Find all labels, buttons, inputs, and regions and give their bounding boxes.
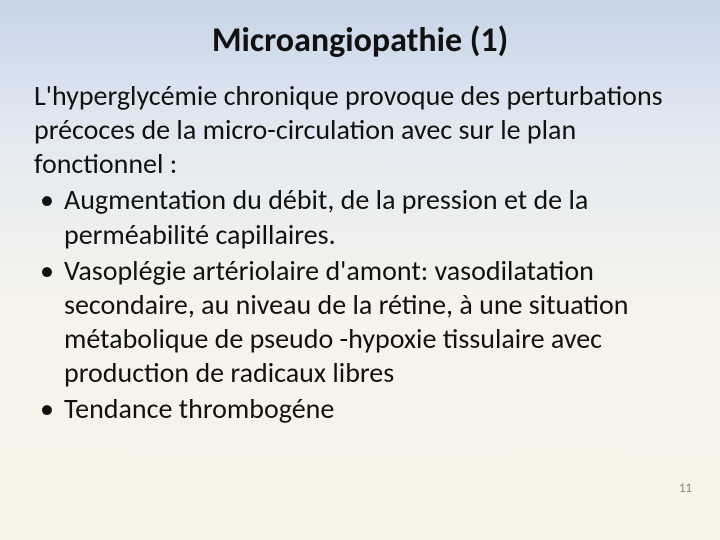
bullet-item: Vasoplégie artériolaire d'amont: vasodil… (34, 254, 686, 391)
bullet-item: Tendance thrombogéne (34, 392, 686, 426)
page-number: 11 (679, 481, 692, 496)
bullet-list: Augmentation du débit, de la pression et… (34, 183, 686, 426)
slide-title: Microangiopathie (1) (34, 20, 686, 61)
slide-container: Microangiopathie (1) L'hyperglycémie chr… (0, 0, 720, 540)
intro-paragraph: L'hyperglycémie chronique provoque des p… (34, 79, 686, 181)
bullet-item: Augmentation du débit, de la pression et… (34, 183, 686, 251)
